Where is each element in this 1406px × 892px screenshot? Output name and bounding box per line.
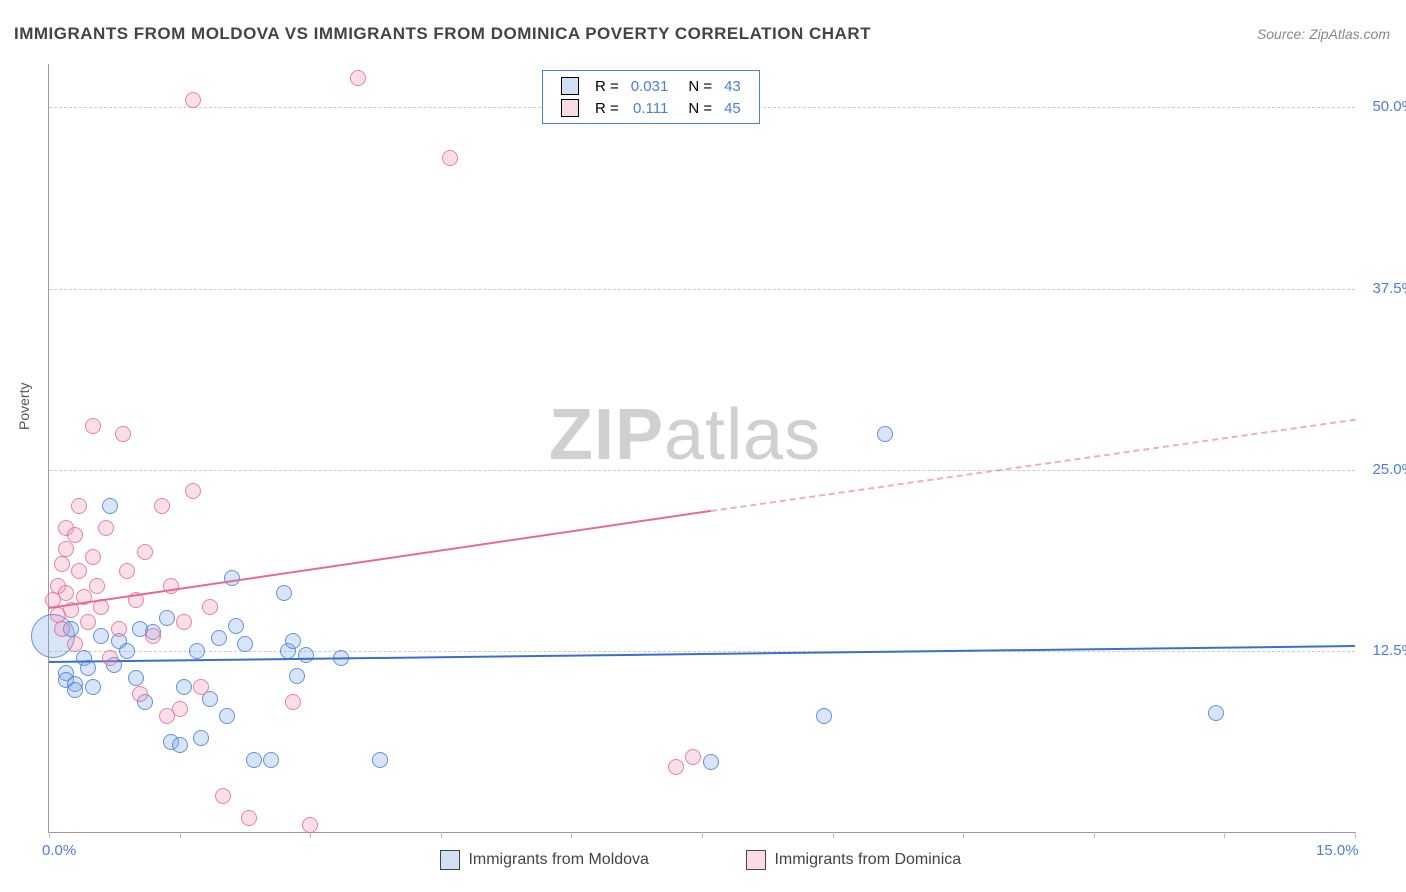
data-point <box>193 730 209 746</box>
data-point <box>102 498 118 514</box>
legend-moldova: Immigrants from Moldova <box>440 850 649 870</box>
y-tick-label: 12.5% <box>1372 642 1406 659</box>
data-point <box>215 788 231 804</box>
data-point <box>285 633 301 649</box>
data-point <box>115 426 131 442</box>
data-point <box>67 636 83 652</box>
data-point <box>80 660 96 676</box>
x-tick <box>180 832 181 838</box>
data-point <box>119 563 135 579</box>
data-point <box>202 599 218 615</box>
data-point <box>85 418 101 434</box>
data-point <box>176 679 192 695</box>
y-tick-label: 25.0% <box>1372 461 1406 478</box>
x-tick <box>1355 832 1356 838</box>
legend-swatch-blue-icon <box>440 850 460 870</box>
data-point <box>154 498 170 514</box>
data-point <box>1208 705 1224 721</box>
x-tick <box>963 832 964 838</box>
data-point <box>67 682 83 698</box>
data-point <box>93 628 109 644</box>
data-point <box>176 614 192 630</box>
x-tick <box>571 832 572 838</box>
data-point <box>102 650 118 666</box>
data-point <box>442 150 458 166</box>
data-point <box>241 810 257 826</box>
x-tick <box>702 832 703 838</box>
data-point <box>285 694 301 710</box>
data-point <box>89 578 105 594</box>
data-point <box>145 628 161 644</box>
data-point <box>172 701 188 717</box>
data-point <box>185 483 201 499</box>
data-point <box>185 92 201 108</box>
x-tick <box>833 832 834 838</box>
stats-row-dominica: R =0.111 N =45 <box>555 97 747 119</box>
data-point <box>263 752 279 768</box>
data-point <box>372 752 388 768</box>
data-point <box>137 544 153 560</box>
y-axis-label: Poverty <box>16 383 32 430</box>
data-point <box>111 621 127 637</box>
chart-container: IMMIGRANTS FROM MOLDOVA VS IMMIGRANTS FR… <box>0 0 1406 892</box>
data-point <box>298 647 314 663</box>
x-tick <box>310 832 311 838</box>
data-point <box>85 679 101 695</box>
data-point <box>246 752 262 768</box>
watermark: ZIPatlas <box>549 394 821 476</box>
data-point <box>237 636 253 652</box>
trend-line <box>49 510 711 609</box>
data-point <box>228 618 244 634</box>
data-point <box>302 817 318 833</box>
chart-title: IMMIGRANTS FROM MOLDOVA VS IMMIGRANTS FR… <box>14 24 871 44</box>
data-point <box>128 670 144 686</box>
data-point <box>189 643 205 659</box>
data-point <box>71 563 87 579</box>
data-point <box>58 541 74 557</box>
data-point <box>276 585 292 601</box>
data-point <box>98 520 114 536</box>
x-tick <box>1224 832 1225 838</box>
data-point <box>159 610 175 626</box>
data-point <box>54 556 70 572</box>
data-point <box>219 708 235 724</box>
legend-swatch-pink-icon <box>746 850 766 870</box>
data-point <box>816 708 832 724</box>
legend-dominica: Immigrants from Dominica <box>746 850 961 870</box>
plot-area: ZIPatlas 12.5%25.0%37.5%50.0% <box>48 64 1355 833</box>
x-axis-max: 15.0% <box>1316 842 1359 859</box>
y-tick-label: 37.5% <box>1372 280 1406 297</box>
data-point <box>289 668 305 684</box>
data-point <box>85 549 101 565</box>
data-point <box>703 754 719 770</box>
x-tick <box>49 832 50 838</box>
gridline <box>49 289 1355 290</box>
x-tick <box>441 832 442 838</box>
gridline <box>49 470 1355 471</box>
data-point <box>685 749 701 765</box>
y-tick-label: 50.0% <box>1372 98 1406 115</box>
x-tick <box>1094 832 1095 838</box>
data-point <box>877 426 893 442</box>
source-caption: Source: ZipAtlas.com <box>1257 26 1390 42</box>
data-point <box>350 70 366 86</box>
stats-row-moldova: R =0.031 N =43 <box>555 75 747 97</box>
data-point <box>71 498 87 514</box>
data-point <box>67 527 83 543</box>
data-point <box>119 643 135 659</box>
trend-line <box>711 419 1356 512</box>
data-point <box>172 737 188 753</box>
data-point <box>668 759 684 775</box>
data-point <box>80 614 96 630</box>
swatch-pink-icon <box>561 99 579 117</box>
x-axis-min: 0.0% <box>42 842 76 859</box>
stats-box: R =0.031 N =43 R =0.111 N =45 <box>542 70 760 124</box>
swatch-blue-icon <box>561 77 579 95</box>
data-point <box>58 585 74 601</box>
data-point <box>211 630 227 646</box>
